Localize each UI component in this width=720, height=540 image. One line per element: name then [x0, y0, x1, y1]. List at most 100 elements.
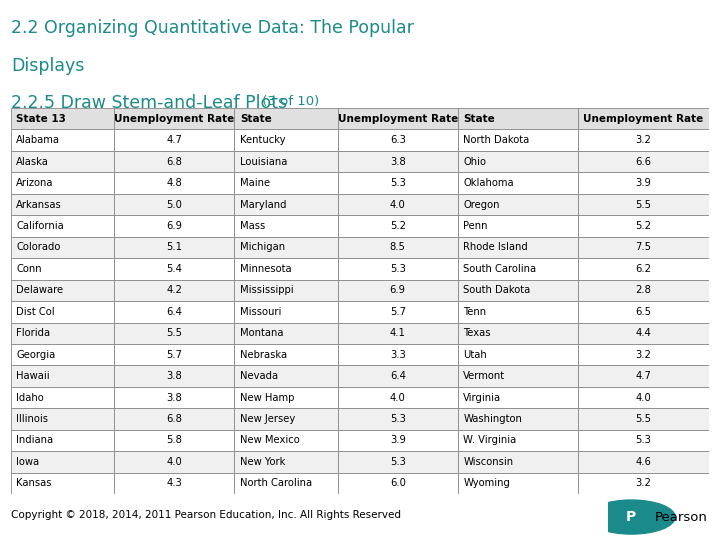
Text: 3.3: 3.3 — [390, 350, 405, 360]
Bar — [114, 387, 234, 408]
Bar — [338, 366, 458, 387]
Text: New York: New York — [240, 457, 285, 467]
Bar — [458, 108, 578, 130]
Text: Utah: Utah — [464, 350, 487, 360]
Text: 5.1: 5.1 — [166, 242, 182, 252]
Bar — [234, 451, 338, 472]
Bar — [458, 387, 578, 408]
Text: 6.8: 6.8 — [166, 157, 182, 167]
Bar — [11, 322, 114, 344]
Bar — [578, 151, 709, 172]
Bar — [234, 151, 338, 172]
Text: California: California — [17, 221, 64, 231]
Text: 2.2.5 Draw Stem-and-Leaf Plots: 2.2.5 Draw Stem-and-Leaf Plots — [11, 94, 287, 112]
Bar — [458, 472, 578, 494]
Bar — [114, 344, 234, 366]
Text: Copyright © 2018, 2014, 2011 Pearson Education, Inc. All Rights Reserved: Copyright © 2018, 2014, 2011 Pearson Edu… — [11, 510, 401, 521]
Bar — [338, 472, 458, 494]
Text: Alaska: Alaska — [17, 157, 49, 167]
Bar — [11, 258, 114, 280]
Text: 5.5: 5.5 — [636, 199, 652, 210]
Text: P: P — [626, 510, 636, 524]
Bar — [458, 322, 578, 344]
Bar — [338, 108, 458, 130]
Bar — [114, 237, 234, 258]
Text: 5.0: 5.0 — [166, 199, 182, 210]
Text: Indiana: Indiana — [17, 435, 53, 445]
Bar — [458, 366, 578, 387]
Bar — [11, 108, 114, 130]
Text: Wyoming: Wyoming — [464, 478, 510, 488]
Text: Pearson: Pearson — [655, 510, 708, 524]
Bar — [234, 366, 338, 387]
Bar — [114, 430, 234, 451]
Text: Mississippi: Mississippi — [240, 285, 294, 295]
Text: 3.8: 3.8 — [166, 393, 182, 403]
Bar — [11, 430, 114, 451]
Text: W. Virginia: W. Virginia — [464, 435, 517, 445]
Text: Nebraska: Nebraska — [240, 350, 287, 360]
Text: Oregon: Oregon — [464, 199, 500, 210]
Text: South Carolina: South Carolina — [464, 264, 536, 274]
Bar — [234, 237, 338, 258]
Bar — [578, 258, 709, 280]
Text: 2.8: 2.8 — [636, 285, 652, 295]
Bar — [234, 301, 338, 322]
Bar — [338, 344, 458, 366]
Bar — [234, 130, 338, 151]
Bar — [338, 301, 458, 322]
Text: 5.3: 5.3 — [636, 435, 652, 445]
Bar — [234, 322, 338, 344]
Text: 6.5: 6.5 — [636, 307, 652, 317]
Text: Displays: Displays — [11, 57, 84, 75]
Bar — [11, 237, 114, 258]
Bar — [338, 322, 458, 344]
Text: North Dakota: North Dakota — [464, 135, 530, 145]
Bar — [234, 194, 338, 215]
Bar — [114, 258, 234, 280]
Bar — [114, 366, 234, 387]
Bar — [338, 151, 458, 172]
Bar — [234, 280, 338, 301]
Text: 3.2: 3.2 — [636, 478, 652, 488]
Text: 5.4: 5.4 — [166, 264, 182, 274]
Text: Texas: Texas — [464, 328, 491, 338]
Bar — [578, 172, 709, 194]
Bar — [458, 151, 578, 172]
Bar — [338, 430, 458, 451]
Text: 4.6: 4.6 — [636, 457, 652, 467]
Bar — [114, 215, 234, 237]
Text: 4.7: 4.7 — [636, 371, 652, 381]
Text: 5.3: 5.3 — [390, 264, 405, 274]
Text: Mass: Mass — [240, 221, 265, 231]
Text: 6.2: 6.2 — [636, 264, 652, 274]
Text: South Dakota: South Dakota — [464, 285, 531, 295]
Text: Maine: Maine — [240, 178, 270, 188]
Text: 3.9: 3.9 — [636, 178, 652, 188]
Text: Nevada: Nevada — [240, 371, 278, 381]
Text: Ohio: Ohio — [464, 157, 487, 167]
Text: Conn: Conn — [17, 264, 42, 274]
Bar — [578, 194, 709, 215]
Text: Oklahoma: Oklahoma — [464, 178, 514, 188]
Bar — [458, 258, 578, 280]
Text: 3.8: 3.8 — [166, 371, 182, 381]
Text: Florida: Florida — [17, 328, 50, 338]
Text: Tenn: Tenn — [464, 307, 487, 317]
Text: 3.9: 3.9 — [390, 435, 405, 445]
Text: (3 of 10): (3 of 10) — [258, 94, 319, 107]
Bar — [114, 472, 234, 494]
Bar — [578, 215, 709, 237]
Text: 4.2: 4.2 — [166, 285, 182, 295]
Text: 6.9: 6.9 — [166, 221, 182, 231]
Text: 5.3: 5.3 — [390, 178, 405, 188]
Bar — [338, 280, 458, 301]
Bar — [458, 451, 578, 472]
Text: Unemployment Rate: Unemployment Rate — [583, 114, 703, 124]
Text: Illinois: Illinois — [17, 414, 48, 424]
Text: Virginia: Virginia — [464, 393, 502, 403]
Text: 6.6: 6.6 — [636, 157, 652, 167]
Text: 4.7: 4.7 — [166, 135, 182, 145]
Bar — [578, 451, 709, 472]
Text: Missouri: Missouri — [240, 307, 282, 317]
